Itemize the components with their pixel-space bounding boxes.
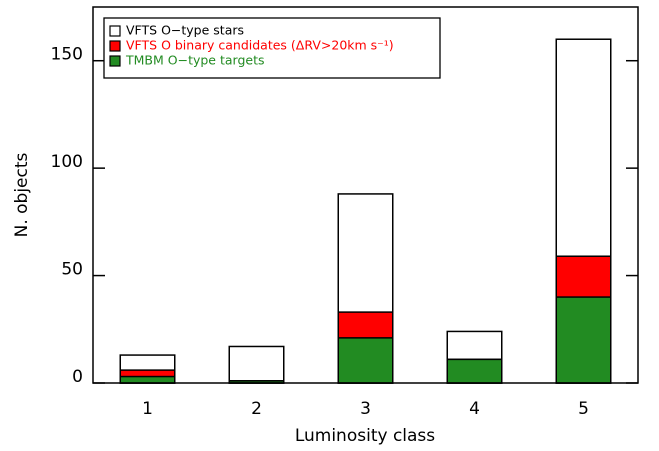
y-tick-label: 50 [61, 260, 83, 280]
legend-swatch [109, 25, 121, 37]
legend-swatch [109, 40, 121, 52]
bar [228, 345, 285, 384]
x-tick-label: 1 [142, 399, 153, 419]
x-tick-label: 2 [251, 399, 262, 419]
bar [446, 358, 503, 384]
plot-frame [92, 6, 639, 384]
legend-label: VFTS O binary candidates (ΔRV>20km s⁻¹) [126, 38, 394, 53]
legend-box [103, 17, 441, 79]
x-tick-label: 4 [469, 399, 480, 419]
bar [337, 337, 394, 384]
x-axis-label: Luminosity class [295, 426, 435, 446]
legend-swatch [109, 55, 121, 67]
y-tick-label: 100 [51, 152, 83, 172]
y-tick-label: 0 [72, 367, 83, 387]
bar [119, 375, 176, 384]
x-tick-label: 3 [360, 399, 371, 419]
legend-label: VFTS O−type stars [126, 23, 244, 38]
legend-label: TMBM O−type targets [125, 53, 264, 68]
x-tick-label: 5 [578, 399, 589, 419]
bar [555, 296, 612, 384]
y-tick-label: 150 [51, 45, 83, 65]
y-axis-label: N. objects [12, 152, 32, 237]
